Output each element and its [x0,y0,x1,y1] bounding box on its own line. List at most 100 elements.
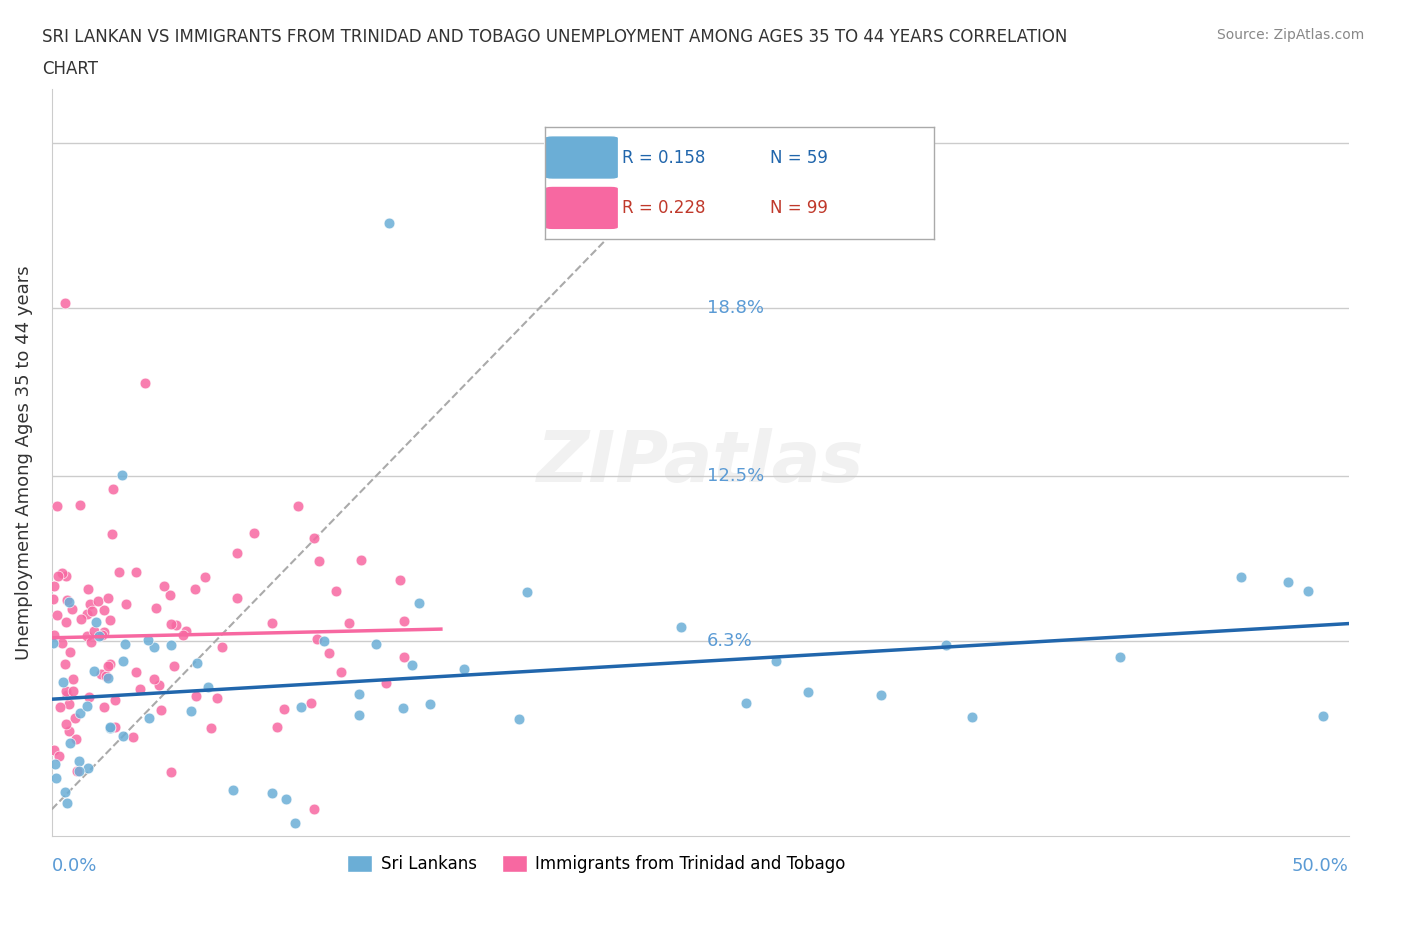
Point [305,631,328,646]
Point [347,686,370,701]
Point [91,628,114,643]
Point [392,649,415,664]
Point [145,601,167,616]
Point [48,749,70,764]
Point [89,629,111,644]
Point [69,498,91,512]
Point [299,696,322,711]
Point [211,639,233,654]
Point [205,690,228,705]
Point [1296,583,1319,598]
Point [200,721,222,736]
Point [180,703,202,718]
Point [160,617,183,631]
Point [97,658,120,673]
Point [419,697,441,711]
Text: 18.8%: 18.8% [707,299,763,317]
Point [55,568,77,583]
Point [63,711,86,725]
Point [97,591,120,605]
Point [136,632,159,647]
Point [90,667,112,682]
Point [51,635,73,650]
Point [44,756,66,771]
Point [44,628,66,643]
Point [77,581,100,596]
Point [308,553,330,568]
Point [59,644,82,659]
Point [58,724,80,738]
Point [318,645,340,660]
Point [935,637,957,652]
Point [125,565,148,579]
Point [375,676,398,691]
Point [115,597,138,612]
Point [735,695,758,710]
Point [52,675,75,690]
Point [55,615,77,630]
Text: 0.0%: 0.0% [52,857,97,875]
Point [1312,709,1334,724]
Point [80,635,103,650]
Point [134,376,156,391]
Point [143,640,166,655]
Point [62,684,84,698]
Point [66,764,89,778]
Point [225,545,247,560]
Point [53,657,76,671]
Point [174,624,197,639]
Point [197,680,219,695]
Point [186,656,208,671]
Text: CHART: CHART [42,60,98,78]
Point [347,707,370,722]
Point [53,296,76,311]
Point [46,568,69,583]
Point [149,702,172,717]
Point [55,717,77,732]
Point [76,606,98,621]
Point [77,690,100,705]
Y-axis label: Unemployment Among Ages 35 to 44 years: Unemployment Among Ages 35 to 44 years [15,265,32,660]
Point [391,700,413,715]
Point [97,671,120,685]
Point [42,743,65,758]
Point [290,699,312,714]
Point [172,628,194,643]
Point [49,700,72,715]
Text: 50.0%: 50.0% [1292,857,1348,875]
Point [516,584,538,599]
Point [350,552,373,567]
Point [112,654,135,669]
Point [337,616,360,631]
Point [98,612,121,627]
Point [80,604,103,618]
Point [41,591,63,606]
Point [388,573,411,588]
Point [70,612,93,627]
Point [129,682,152,697]
Point [242,525,264,540]
Point [260,616,283,631]
Point [93,699,115,714]
Point [103,720,125,735]
Point [56,592,79,607]
Point [266,720,288,735]
Point [51,565,73,580]
Point [1229,569,1251,584]
Point [287,498,309,513]
Point [408,595,430,610]
Point [101,482,124,497]
Point [262,786,284,801]
Point [84,615,107,630]
Point [110,468,132,483]
Text: 6.3%: 6.3% [707,632,752,650]
Point [108,565,131,579]
Point [869,688,891,703]
Point [273,701,295,716]
Point [193,569,215,584]
Point [60,602,83,617]
Point [100,657,122,671]
Point [65,731,87,746]
Point [222,782,245,797]
Point [42,578,65,593]
